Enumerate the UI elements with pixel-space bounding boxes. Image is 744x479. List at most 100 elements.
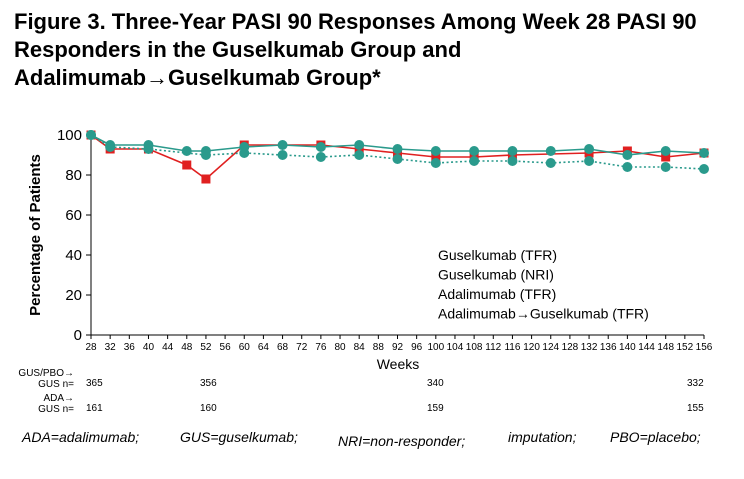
data-point — [86, 130, 96, 140]
data-point — [661, 152, 671, 162]
x-axis-label: Weeks — [377, 356, 420, 372]
y-tick-label: 20 — [65, 287, 82, 304]
abbreviation-gus: GUS=guselkumab; — [180, 429, 298, 445]
data-point — [545, 158, 556, 168]
legend-entry: Adalimumab (TFR) — [438, 286, 556, 302]
x-tick-label: 96 — [411, 342, 423, 353]
n-row2-value: 159 — [427, 403, 444, 414]
data-point — [430, 146, 441, 156]
data-point — [392, 144, 403, 154]
x-tick-label: 92 — [392, 342, 404, 353]
x-tick-label: 72 — [296, 342, 308, 353]
y-tick-label: 0 — [74, 327, 82, 344]
x-tick-label: 48 — [181, 342, 193, 353]
y-tick-label: 80 — [65, 167, 82, 184]
data-point — [392, 154, 403, 164]
x-tick-label: 32 — [105, 342, 117, 353]
data-point — [201, 174, 211, 184]
data-point — [277, 140, 288, 150]
n-row1-value: 365 — [86, 378, 103, 389]
x-tick-label: 156 — [696, 342, 713, 353]
x-tick-label: 132 — [581, 342, 598, 353]
x-tick-label: 152 — [677, 342, 694, 353]
data-point — [181, 146, 192, 156]
data-point — [315, 152, 326, 162]
y-tick-label: 40 — [65, 247, 82, 264]
data-point — [622, 162, 633, 172]
x-tick-label: 76 — [315, 342, 327, 353]
x-tick-label: 116 — [504, 342, 520, 353]
x-tick-label: 144 — [638, 342, 655, 353]
x-tick-label: 44 — [162, 342, 174, 353]
abbreviation-ada: ADA=adalimumab; — [22, 429, 140, 445]
data-point — [143, 140, 154, 150]
x-tick-label: 136 — [600, 342, 617, 353]
y-tick-label: 100 — [57, 127, 82, 144]
data-point — [584, 144, 595, 154]
n-row2-value: 160 — [200, 403, 217, 414]
data-point — [507, 146, 518, 156]
data-point — [699, 148, 709, 158]
data-point — [354, 140, 365, 150]
data-point — [584, 156, 595, 166]
n-row1-value: 340 — [427, 378, 444, 389]
n-row2-value: 155 — [687, 403, 704, 414]
data-point — [469, 156, 480, 166]
data-point — [699, 164, 709, 174]
chart-axes: 0 20 40 60 80 100 28 32 36 40 44 48 52 56 60 64 68 72 76 80… — [57, 127, 713, 353]
data-point — [469, 146, 480, 156]
n-row1-label-line2: GUS n= — [38, 379, 74, 390]
data-point — [315, 142, 326, 152]
figure-title: Figure 3. Three-Year PASI 90 Responses A… — [14, 9, 697, 90]
x-tick-label: 120 — [523, 342, 540, 353]
x-tick-label: 124 — [542, 342, 559, 353]
data-point — [545, 146, 556, 156]
x-tick-label: 100 — [427, 342, 444, 353]
x-tick-label: 108 — [466, 342, 483, 353]
x-tick-label: 36 — [124, 342, 136, 353]
abbreviation-imputation: imputation; — [508, 429, 577, 445]
abbreviation-nri: NRI=non-responder; — [338, 433, 466, 449]
n-row1-value: 356 — [200, 378, 217, 389]
x-tick-label: 128 — [562, 342, 579, 353]
data-point — [622, 150, 633, 160]
n-row2-label-line2: GUS n= — [38, 404, 74, 415]
data-point — [354, 150, 365, 160]
data-point — [507, 156, 518, 166]
data-point — [239, 142, 250, 152]
x-tick-label: 56 — [220, 342, 232, 353]
x-tick-label: 140 — [619, 342, 636, 353]
data-point — [105, 140, 116, 150]
data-point — [660, 146, 671, 156]
n-row2-label: ADA→ GUS n= — [2, 393, 74, 415]
chart-legend: Guselkumab (TFR) Guselkumab (NRI) Adalimum… — [438, 247, 649, 322]
x-tick-label: 112 — [485, 342, 501, 353]
data-point — [200, 146, 211, 156]
n-row2-value: 161 — [86, 403, 103, 414]
x-tick-label: 60 — [239, 342, 251, 353]
legend-entry: Adalimumab→Guselkumab (TFR) — [438, 306, 649, 322]
legend-entry: Guselkumab (NRI) — [438, 267, 554, 283]
n-row1-label: GUS/PBO→ GUS n= — [2, 368, 74, 390]
chart-series — [86, 130, 709, 184]
abbreviation-pbo: PBO=placebo; — [610, 429, 701, 445]
x-tick-label: 80 — [334, 342, 346, 353]
x-tick-label: 88 — [373, 342, 385, 353]
data-point — [431, 152, 441, 162]
x-tick-label: 64 — [258, 342, 270, 353]
data-point — [277, 150, 288, 160]
data-point — [182, 160, 192, 170]
data-point — [660, 162, 671, 172]
n-row1-label-line1: GUS/PBO→ — [18, 368, 74, 379]
y-axis-label: Percentage of Patients — [27, 154, 44, 316]
x-tick-label: 104 — [447, 342, 464, 353]
data-point — [430, 158, 441, 168]
series-line — [90, 134, 705, 156]
x-tick-label: 52 — [200, 342, 212, 353]
x-tick-label: 28 — [85, 342, 97, 353]
legend-entry: Guselkumab (TFR) — [438, 247, 557, 263]
n-row1-value: 332 — [687, 378, 704, 389]
y-tick-label: 60 — [65, 207, 82, 224]
x-tick-label: 84 — [354, 342, 366, 353]
